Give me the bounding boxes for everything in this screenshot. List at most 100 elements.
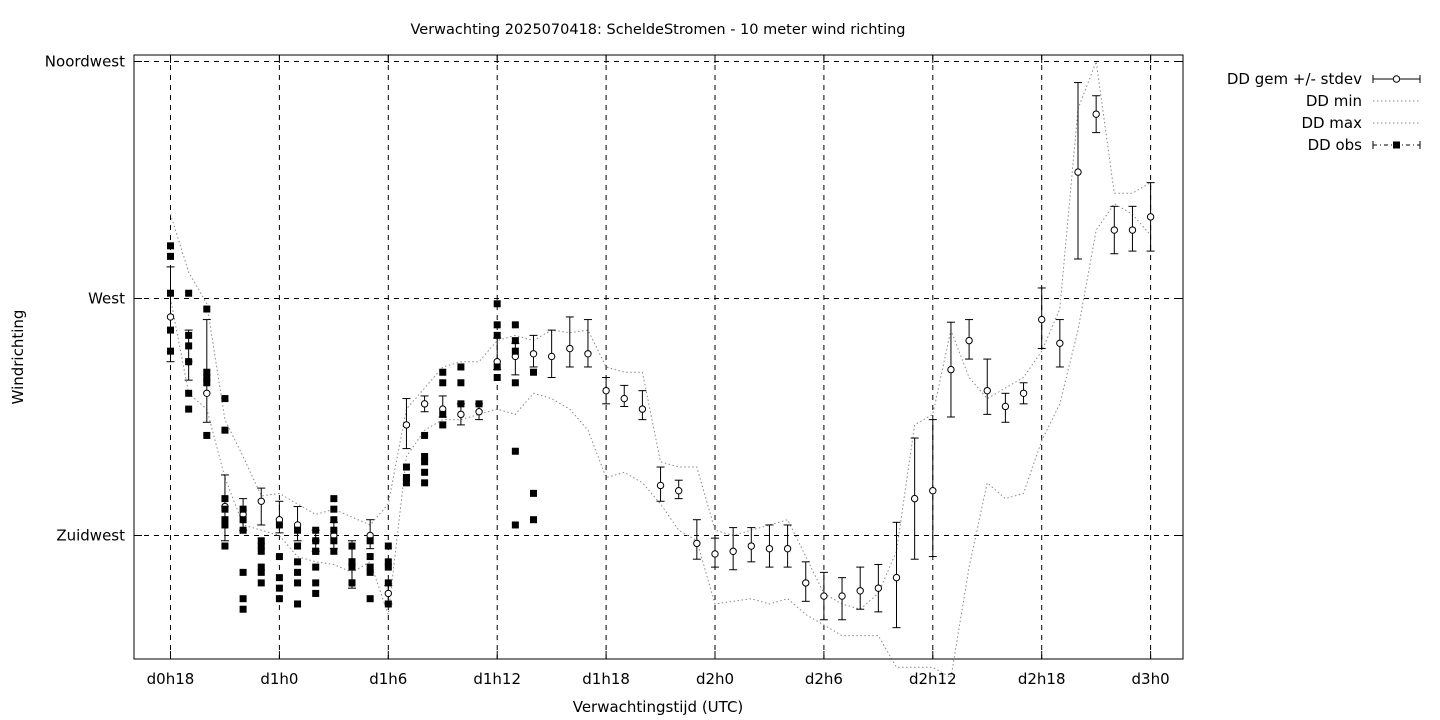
y-axis-label: Windrichting [9,310,27,405]
obs-point [312,537,320,545]
obs-point [257,542,265,550]
mean-point [1056,339,1064,347]
obs-point [239,505,247,513]
obs-point [221,426,229,434]
obs-point [312,579,320,587]
mean-point [475,408,483,416]
y-tick-labels: Zuidwest West Noordwest [45,53,125,545]
obs-point [294,600,302,608]
mean-point [638,405,647,413]
obs-point [421,431,429,439]
obs-point [203,379,211,387]
mean-point [929,487,937,495]
obs-point [421,479,429,487]
obs-point [366,568,374,576]
obs-point [239,595,247,603]
obs-point [366,563,374,571]
obs-point [421,468,429,476]
obs-point [493,321,501,329]
obs-point [185,358,193,366]
obs-point [257,537,265,545]
legend: DD gem +/- stdev DD min DD max DD obs [1227,70,1421,154]
obs-point [384,542,392,550]
legend-label: DD obs [1308,136,1363,154]
obs-point [239,568,247,576]
obs-point [348,579,356,587]
obs-point [203,374,211,381]
obs-point [167,326,174,334]
obs-point [312,589,320,597]
obs-point [167,289,174,297]
obs-point [511,347,519,355]
mean-point [856,587,864,595]
legend-label: DD max [1301,114,1362,132]
obs-point [530,489,537,497]
obs-point [257,547,265,555]
series-observations [167,242,537,613]
mean-point [983,386,991,395]
obs-point [239,526,247,534]
obs-point [221,505,229,513]
mean-point [729,547,737,555]
mean-point [1110,226,1119,234]
mean-point [203,389,211,397]
obs-point [185,342,193,350]
obs-point [221,516,229,524]
obs-point [257,579,265,587]
obs-point [203,431,211,439]
obs-point [348,542,356,550]
obs-point [294,558,302,566]
obs-point [493,331,501,339]
mean-point [711,550,719,558]
x-tick-label: d3h0 [1132,670,1170,688]
mean-point [1038,315,1046,324]
obs-point [294,526,302,534]
obs-point [257,563,265,571]
obs-point [330,516,338,524]
chart-title: Verwachting 2025070418: ScheldeStromen -… [410,22,905,38]
mean-point [1128,226,1137,234]
x-tick-labels: d0h18 d1h0 d1h6 d1h12 d1h18 d2h0 d2h6 d2h12 d2h1… [147,670,1170,688]
mean-point [1074,168,1082,176]
obs-point [366,537,374,545]
x-tick-label: d2h0 [696,670,734,688]
obs-point [511,521,519,529]
obs-point [239,516,247,524]
obs-point [384,563,392,571]
obs-point [221,495,229,503]
obs-point [439,379,447,387]
obs-point [457,363,465,371]
obs-point [493,300,501,308]
mean-point [656,481,665,490]
obs-point [402,474,410,482]
mean-point [1019,389,1028,397]
mean-point [910,494,919,503]
obs-point [439,421,447,429]
obs-point [275,574,283,582]
plot-border [133,54,1184,660]
obs-point [275,595,283,603]
obs-point [511,447,519,455]
obs-point [348,563,356,571]
obs-point [312,547,320,555]
obs-point [167,347,174,355]
obs-point [421,458,429,466]
obs-point [221,542,229,550]
obs-point [294,579,302,587]
x-tick-label: d2h18 [1018,670,1066,688]
obs-point [457,400,465,408]
obs-point [275,584,283,592]
legend-swatch-point [1392,75,1401,83]
x-tick-label: d1h6 [369,670,407,688]
obs-point [330,505,338,513]
obs-point [402,479,410,487]
obs-point [530,368,537,376]
y-tick-label: Noordwest [45,53,125,71]
obs-point [511,337,519,345]
obs-point [221,521,229,529]
obs-point [439,410,447,418]
y-tick-label: Zuidwest [56,527,125,545]
obs-point [493,363,501,371]
obs-point [348,558,356,566]
